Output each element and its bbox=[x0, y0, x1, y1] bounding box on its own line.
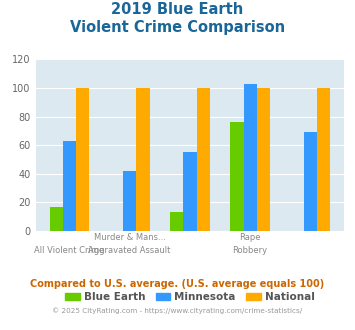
Text: Compared to U.S. average. (U.S. average equals 100): Compared to U.S. average. (U.S. average … bbox=[31, 279, 324, 289]
Bar bbox=[257, 88, 270, 231]
Text: © 2025 CityRating.com - https://www.cityrating.com/crime-statistics/: © 2025 CityRating.com - https://www.city… bbox=[53, 308, 302, 314]
Bar bbox=[76, 88, 89, 231]
Bar bbox=[230, 122, 244, 231]
Text: All Violent Crime: All Violent Crime bbox=[34, 246, 104, 255]
Bar bbox=[183, 152, 197, 231]
Text: Robbery: Robbery bbox=[233, 246, 268, 255]
Text: Murder & Mans...: Murder & Mans... bbox=[94, 233, 166, 242]
Legend: Blue Earth, Minnesota, National: Blue Earth, Minnesota, National bbox=[61, 288, 319, 306]
Text: Violent Crime Comparison: Violent Crime Comparison bbox=[70, 20, 285, 35]
Bar bbox=[63, 141, 76, 231]
Bar bbox=[50, 207, 63, 231]
Bar bbox=[304, 132, 317, 231]
Bar bbox=[136, 88, 149, 231]
Text: 2019 Blue Earth: 2019 Blue Earth bbox=[111, 2, 244, 16]
Bar bbox=[317, 88, 330, 231]
Bar bbox=[197, 88, 210, 231]
Text: Aggravated Assault: Aggravated Assault bbox=[88, 246, 171, 255]
Text: Rape: Rape bbox=[239, 233, 261, 242]
Bar bbox=[123, 171, 136, 231]
Bar bbox=[170, 213, 183, 231]
Bar bbox=[244, 84, 257, 231]
